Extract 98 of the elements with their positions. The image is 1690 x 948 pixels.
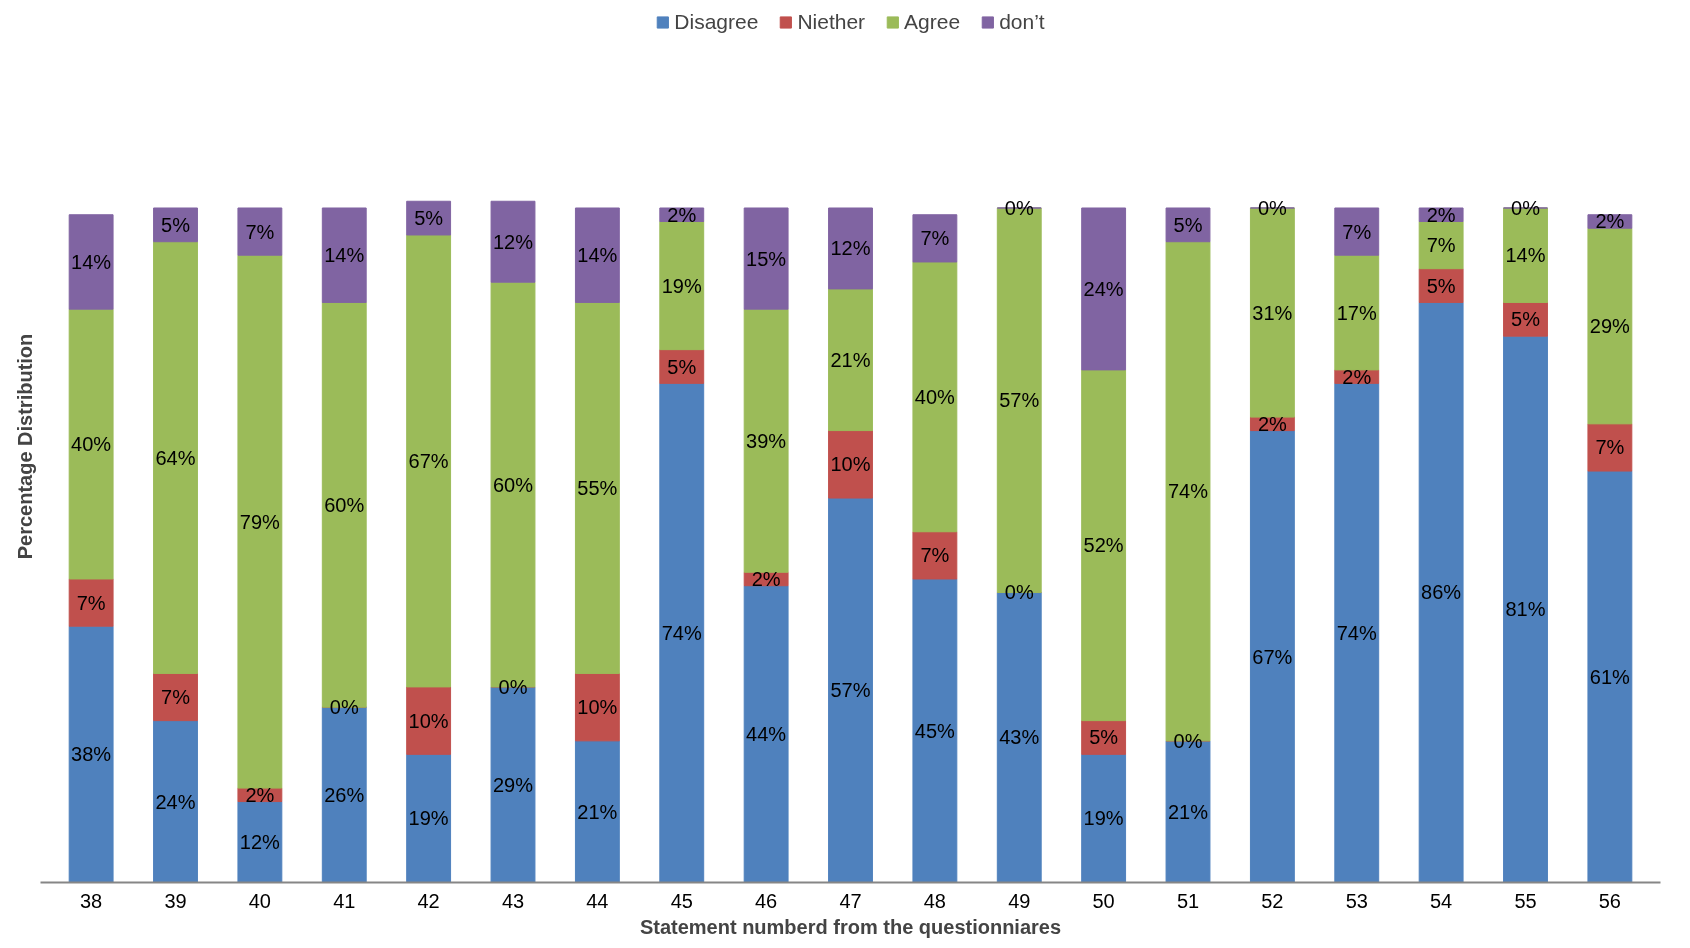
- data-label: 67%: [408, 449, 449, 472]
- data-label: 12%: [492, 230, 534, 253]
- x-axis-title: Statement numberd from the questionniares: [639, 915, 1062, 938]
- data-label: 7%: [1595, 436, 1625, 459]
- data-label: 79%: [239, 510, 281, 533]
- data-label: 7%: [245, 220, 275, 243]
- data-label: 0%: [498, 675, 528, 698]
- data-label: 74%: [1336, 621, 1377, 644]
- data-label: 19%: [661, 274, 702, 297]
- data-label: 19%: [1083, 807, 1124, 830]
- x-tick-label: 46: [755, 889, 778, 912]
- data-label: 86%: [1421, 581, 1462, 604]
- x-tick-label: 51: [1176, 889, 1200, 912]
- data-label: 74%: [1167, 480, 1209, 503]
- data-label: 7%: [1426, 234, 1456, 257]
- data-label: 7%: [161, 686, 191, 709]
- x-tick-label: 55: [1514, 889, 1537, 912]
- data-label: 0%: [1173, 729, 1203, 752]
- data-label: 2%: [751, 567, 781, 590]
- x-tick-label: 54: [1430, 889, 1453, 912]
- x-tick-label: 39: [164, 889, 187, 912]
- data-label: 7%: [76, 591, 106, 614]
- data-label: 57%: [999, 389, 1040, 412]
- data-label: 40%: [71, 433, 112, 456]
- data-label: 7%: [920, 227, 950, 250]
- data-label: 5%: [414, 207, 444, 230]
- data-label: 5%: [1511, 308, 1541, 331]
- data-label: 39%: [746, 429, 787, 452]
- data-label: 2%: [245, 783, 275, 806]
- data-label: 5%: [1089, 726, 1119, 749]
- data-label: 81%: [1505, 598, 1546, 621]
- data-label: 43%: [999, 726, 1040, 749]
- data-label: 26%: [324, 783, 365, 806]
- data-label: 10%: [830, 453, 871, 476]
- data-label: 17%: [1336, 301, 1377, 324]
- data-label: 61%: [1589, 665, 1631, 688]
- x-tick-label: 47: [839, 889, 862, 912]
- data-label: 0%: [329, 696, 359, 719]
- x-tick-label: 48: [923, 889, 946, 912]
- data-label: 31%: [1252, 301, 1293, 324]
- data-label: 15%: [746, 247, 787, 270]
- data-label: 40%: [914, 385, 956, 408]
- legend-label: Disagree: [674, 10, 759, 34]
- x-tick-label: 44: [586, 889, 609, 912]
- legend-label: Agree: [904, 10, 961, 34]
- x-tick-label: 43: [501, 889, 525, 912]
- data-label: 60%: [324, 493, 365, 516]
- data-label: 2%: [667, 203, 697, 226]
- data-label: 14%: [1505, 244, 1546, 267]
- data-label: 12%: [830, 237, 871, 260]
- data-label: 74%: [661, 621, 702, 644]
- x-tick-label: 45: [670, 889, 693, 912]
- data-label: 29%: [1589, 315, 1631, 338]
- data-label: 14%: [324, 244, 365, 267]
- data-label: 2%: [1595, 210, 1625, 233]
- data-label: 12%: [239, 831, 281, 854]
- data-label: 55%: [577, 476, 618, 499]
- data-label: 45%: [914, 719, 956, 742]
- data-label: 7%: [1342, 220, 1372, 243]
- data-label: 21%: [1167, 800, 1209, 823]
- y-axis-title: Percentage Distribution: [13, 333, 36, 560]
- data-label: 24%: [155, 790, 196, 813]
- x-tick-label: 40: [248, 889, 271, 912]
- data-label: 2%: [1257, 412, 1288, 435]
- x-tick-label: 56: [1598, 889, 1621, 912]
- data-label: 5%: [1173, 213, 1203, 236]
- data-label: 60%: [492, 473, 534, 496]
- data-label: 2%: [1342, 365, 1372, 388]
- legend-label: don’t: [999, 10, 1045, 34]
- data-label: 14%: [71, 250, 112, 273]
- data-label: 64%: [155, 446, 196, 469]
- data-label: 57%: [830, 679, 871, 702]
- data-label: 10%: [577, 696, 618, 719]
- x-tick-label: 49: [1008, 889, 1031, 912]
- x-tick-label: 42: [417, 889, 440, 912]
- data-label: 10%: [408, 709, 449, 732]
- data-label: 0%: [1004, 581, 1034, 604]
- data-label: 5%: [161, 213, 191, 236]
- data-label: 21%: [830, 348, 871, 371]
- data-label: 52%: [1083, 534, 1124, 557]
- data-label: 24%: [1083, 277, 1124, 300]
- data-label: 5%: [1426, 274, 1456, 297]
- data-label: 7%: [920, 544, 950, 567]
- data-label: 38%: [71, 743, 112, 766]
- x-tick-label: 41: [333, 889, 356, 912]
- data-label: 19%: [408, 807, 449, 830]
- data-label: 14%: [577, 244, 618, 267]
- x-tick-label: 52: [1261, 889, 1284, 912]
- x-tick-label: 38: [80, 889, 103, 912]
- data-label: 67%: [1252, 645, 1293, 668]
- data-label: 44%: [746, 723, 787, 746]
- x-tick-label: 50: [1092, 889, 1115, 912]
- data-label: 5%: [667, 355, 697, 378]
- x-tick-label: 53: [1345, 889, 1368, 912]
- legend-label: Niether: [797, 10, 866, 34]
- data-label: 29%: [492, 773, 534, 796]
- data-label: 21%: [577, 800, 618, 823]
- data-label: 2%: [1426, 203, 1456, 226]
